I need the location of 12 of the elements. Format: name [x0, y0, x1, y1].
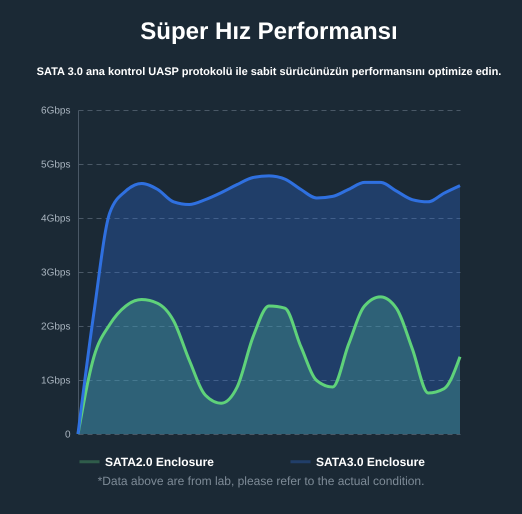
y-tick-label: 6Gbps — [41, 106, 70, 116]
y-tick-label: 1Gbps — [41, 376, 70, 386]
y-tick-label: 3Gbps — [41, 268, 70, 278]
y-tick-label: 2Gbps — [41, 322, 70, 332]
chart-subtitle: SATA 3.0 ana kontrol UASP protokolü ile sabit sürücünüzün performansını optimize edin. — [36, 66, 502, 78]
y-tick-label: 5Gbps — [41, 160, 70, 170]
legend-label: SATA2.0 Enclosure — [105, 454, 214, 469]
legend-label: SATA3.0 Enclosure — [316, 454, 426, 469]
y-tick-label: 4Gbps — [41, 214, 70, 224]
chart-title: Süper Hız Performansı — [140, 18, 398, 45]
text: *Data above are from lab, please refer to the actual condition. — [96, 474, 426, 488]
y-tick-label: 0 — [64, 430, 71, 440]
